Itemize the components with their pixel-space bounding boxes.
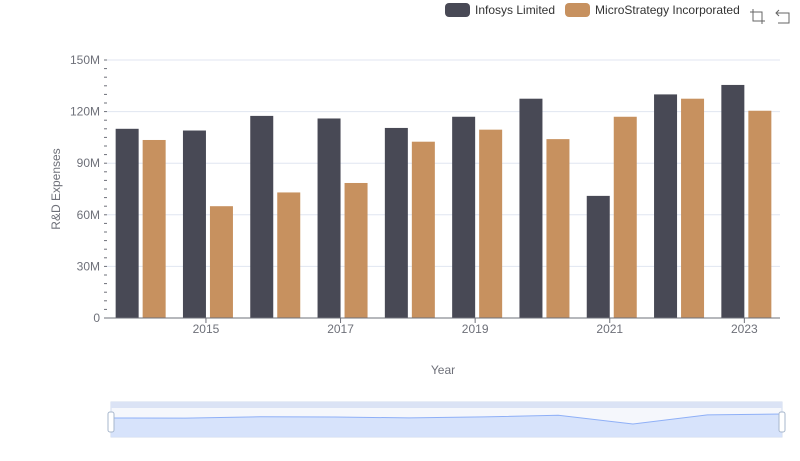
bar-microstrategy[interactable] (613, 116, 637, 318)
bar-microstrategy[interactable] (411, 141, 435, 318)
y-tick-label: 60M (77, 208, 100, 222)
bar-infosys[interactable] (721, 84, 745, 318)
x-tick-label: 2021 (596, 322, 623, 336)
y-tick-label: 90M (77, 156, 100, 170)
slider-handle-left[interactable] (107, 411, 115, 433)
slider-track (110, 401, 783, 438)
x-axis-title: Year (431, 363, 455, 377)
bar-microstrategy[interactable] (277, 192, 301, 318)
data-zoom-slider[interactable] (107, 401, 786, 438)
y-tick-label: 30M (77, 259, 100, 273)
x-tick-label: 2023 (731, 322, 758, 336)
legend-label-infosys: Infosys Limited (475, 3, 556, 17)
legend-item-microstrategy[interactable]: MicroStrategy Incorporated (565, 3, 740, 17)
data-zoom-icon[interactable] (747, 6, 767, 26)
legend-item-infosys[interactable]: Infosys Limited (445, 3, 555, 17)
bar-infosys[interactable] (654, 94, 678, 319)
bar-infosys[interactable] (182, 130, 206, 318)
legend-label-microstrategy: MicroStrategy Incorporated (595, 3, 740, 17)
grid-lines (107, 59, 780, 267)
restore-icon[interactable] (773, 6, 793, 26)
bar-infosys[interactable] (586, 195, 610, 318)
bar-infosys[interactable] (250, 115, 274, 319)
bar-microstrategy[interactable] (209, 206, 233, 318)
bar-microstrategy[interactable] (344, 182, 368, 318)
slider-preview-line (110, 413, 783, 425)
bars (115, 84, 772, 319)
y-axis-title: R&D Expenses (49, 148, 63, 229)
x-tick-label: 2017 (327, 322, 354, 336)
bar-infosys[interactable] (384, 127, 408, 318)
bar-infosys[interactable] (115, 128, 139, 318)
slider-move-bar[interactable] (111, 402, 782, 408)
bar-microstrategy[interactable] (546, 139, 570, 318)
axes: 0 30M 60M 90M 120M 150M 2015 2017 2019 2021 2023 (70, 53, 780, 336)
toolbox (747, 6, 793, 26)
bar-infosys[interactable] (317, 118, 341, 318)
x-tick-label: 2019 (462, 322, 489, 336)
bar-infosys[interactable] (519, 98, 543, 318)
slider-handle-right[interactable] (778, 411, 786, 433)
bar-microstrategy[interactable] (681, 98, 705, 318)
y-tick-label: 0 (93, 311, 100, 325)
x-tick-label: 2015 (193, 322, 220, 336)
slider-preview-area (111, 414, 782, 437)
y-tick-label: 150M (70, 53, 100, 67)
legend-swatch-microstrategy (565, 3, 591, 17)
y-tick-label: 120M (70, 105, 100, 119)
bar-microstrategy[interactable] (748, 110, 772, 319)
bar-infosys[interactable] (452, 116, 476, 318)
legend-swatch-infosys (445, 3, 470, 17)
bar-microstrategy[interactable] (479, 129, 503, 318)
legend: Infosys Limited MicroStrategy Incorporat… (445, 3, 750, 17)
bar-microstrategy[interactable] (142, 139, 166, 318)
